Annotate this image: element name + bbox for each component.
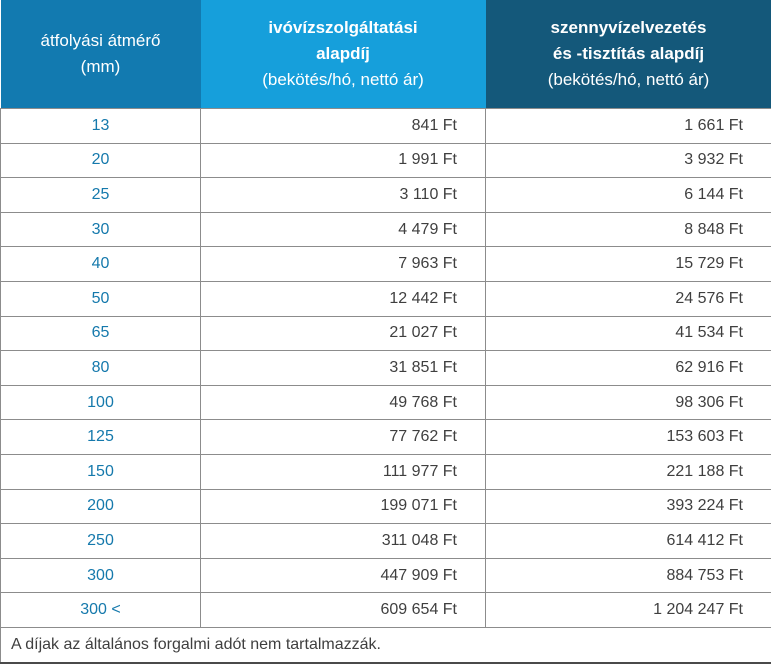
diameter-cell: 65 [0,315,201,352]
diameter-cell: 300 [0,557,201,594]
sewage-fee-cell: 614 412 Ft [485,523,771,559]
header-sewage-fee: szennyvízelvezetés és -tisztítás alapdíj… [485,0,771,109]
diameter-cell: 50 [0,280,201,317]
water-fee-cell: 12 442 Ft [200,280,486,317]
diameter-cell: 30 [0,211,201,248]
water-fee-cell: 49 768 Ft [200,384,486,421]
water-fee-cell: 7 963 Ft [200,246,486,282]
sewage-fee-cell: 15 729 Ft [485,246,771,282]
water-fee-cell: 31 851 Ft [200,350,486,386]
footnote: A díjak az általános forgalmi adót nem t… [0,626,771,664]
sewage-fee-cell: 153 603 Ft [485,419,771,455]
diameter-cell: 200 [0,488,201,525]
sewage-fee-cell: 6 144 Ft [485,177,771,213]
table-row: 150 111 977 Ft 221 188 Ft [0,453,771,490]
water-fee-cell: 3 110 Ft [200,177,486,213]
water-fee-cell: 841 Ft [200,108,486,144]
sewage-fee-cell: 24 576 Ft [485,280,771,317]
table-row: 100 49 768 Ft 98 306 Ft [0,384,771,421]
header-sewage-line2: és -tisztítás alapdíj [552,44,705,63]
sewage-fee-cell: 98 306 Ft [485,384,771,421]
sewage-fee-cell: 221 188 Ft [485,453,771,490]
fee-table-body: 13 841 Ft 1 661 Ft 20 1 991 Ft 3 932 Ft … [0,108,771,628]
table-row: 125 77 762 Ft 153 603 Ft [0,419,771,455]
diameter-cell: 20 [0,142,201,179]
header-water-fee: ivóvízszolgáltatási alapdíj (bekötés/hó,… [200,0,486,109]
sewage-fee-cell: 1 204 247 Ft [485,592,771,628]
diameter-cell: 13 [0,108,201,144]
header-water-line3: (bekötés/hó, nettó ár) [262,70,424,89]
table-row: 80 31 851 Ft 62 916 Ft [0,350,771,386]
diameter-cell: 80 [0,350,201,386]
header-diameter: átfolyási átmérő (mm) [0,0,201,109]
table-row: 20 1 991 Ft 3 932 Ft [0,142,771,179]
diameter-cell: 100 [0,384,201,421]
diameter-cell: 40 [0,246,201,282]
table-row: 13 841 Ft 1 661 Ft [0,108,771,144]
table-row: 300 < 609 654 Ft 1 204 247 Ft [0,592,771,628]
table-row: 65 21 027 Ft 41 534 Ft [0,315,771,352]
sewage-fee-cell: 3 932 Ft [485,142,771,179]
water-fee-cell: 311 048 Ft [200,523,486,559]
water-fee-cell: 609 654 Ft [200,592,486,628]
water-fee-cell: 77 762 Ft [200,419,486,455]
table-row: 300 447 909 Ft 884 753 Ft [0,557,771,594]
header-diameter-line1: átfolyási átmérő [40,31,161,50]
header-water-line1: ivóvízszolgáltatási [268,18,418,37]
header-diameter-line2: (mm) [80,57,121,76]
header-sewage-line3: (bekötés/hó, nettó ár) [547,70,710,89]
sewage-fee-cell: 62 916 Ft [485,350,771,386]
sewage-fee-cell: 1 661 Ft [485,108,771,144]
footnote-row: A díjak az általános forgalmi adót nem t… [0,626,771,664]
table-row: 25 3 110 Ft 6 144 Ft [0,177,771,213]
sewage-fee-cell: 41 534 Ft [485,315,771,352]
water-fee-cell: 4 479 Ft [200,211,486,248]
water-fee-cell: 447 909 Ft [200,557,486,594]
diameter-cell: 250 [0,523,201,559]
diameter-cell: 150 [0,453,201,490]
water-fee-cell: 21 027 Ft [200,315,486,352]
water-fee-cell: 199 071 Ft [200,488,486,525]
table-row: 50 12 442 Ft 24 576 Ft [0,280,771,317]
header-row: átfolyási átmérő (mm) ivóvízszolgáltatás… [0,0,771,109]
sewage-fee-cell: 8 848 Ft [485,211,771,248]
table-row: 40 7 963 Ft 15 729 Ft [0,246,771,282]
table-row: 30 4 479 Ft 8 848 Ft [0,211,771,248]
diameter-cell: 25 [0,177,201,213]
header-water-line2: alapdíj [316,44,370,63]
diameter-cell: 125 [0,419,201,455]
header-sewage-line1: szennyvízelvezetés [550,18,707,37]
table-row: 200 199 071 Ft 393 224 Ft [0,488,771,525]
table-row: 250 311 048 Ft 614 412 Ft [0,523,771,559]
sewage-fee-cell: 884 753 Ft [485,557,771,594]
diameter-cell: 300 < [0,592,201,628]
water-fee-cell: 1 991 Ft [200,142,486,179]
water-fee-cell: 111 977 Ft [200,453,486,490]
sewage-fee-cell: 393 224 Ft [485,488,771,525]
